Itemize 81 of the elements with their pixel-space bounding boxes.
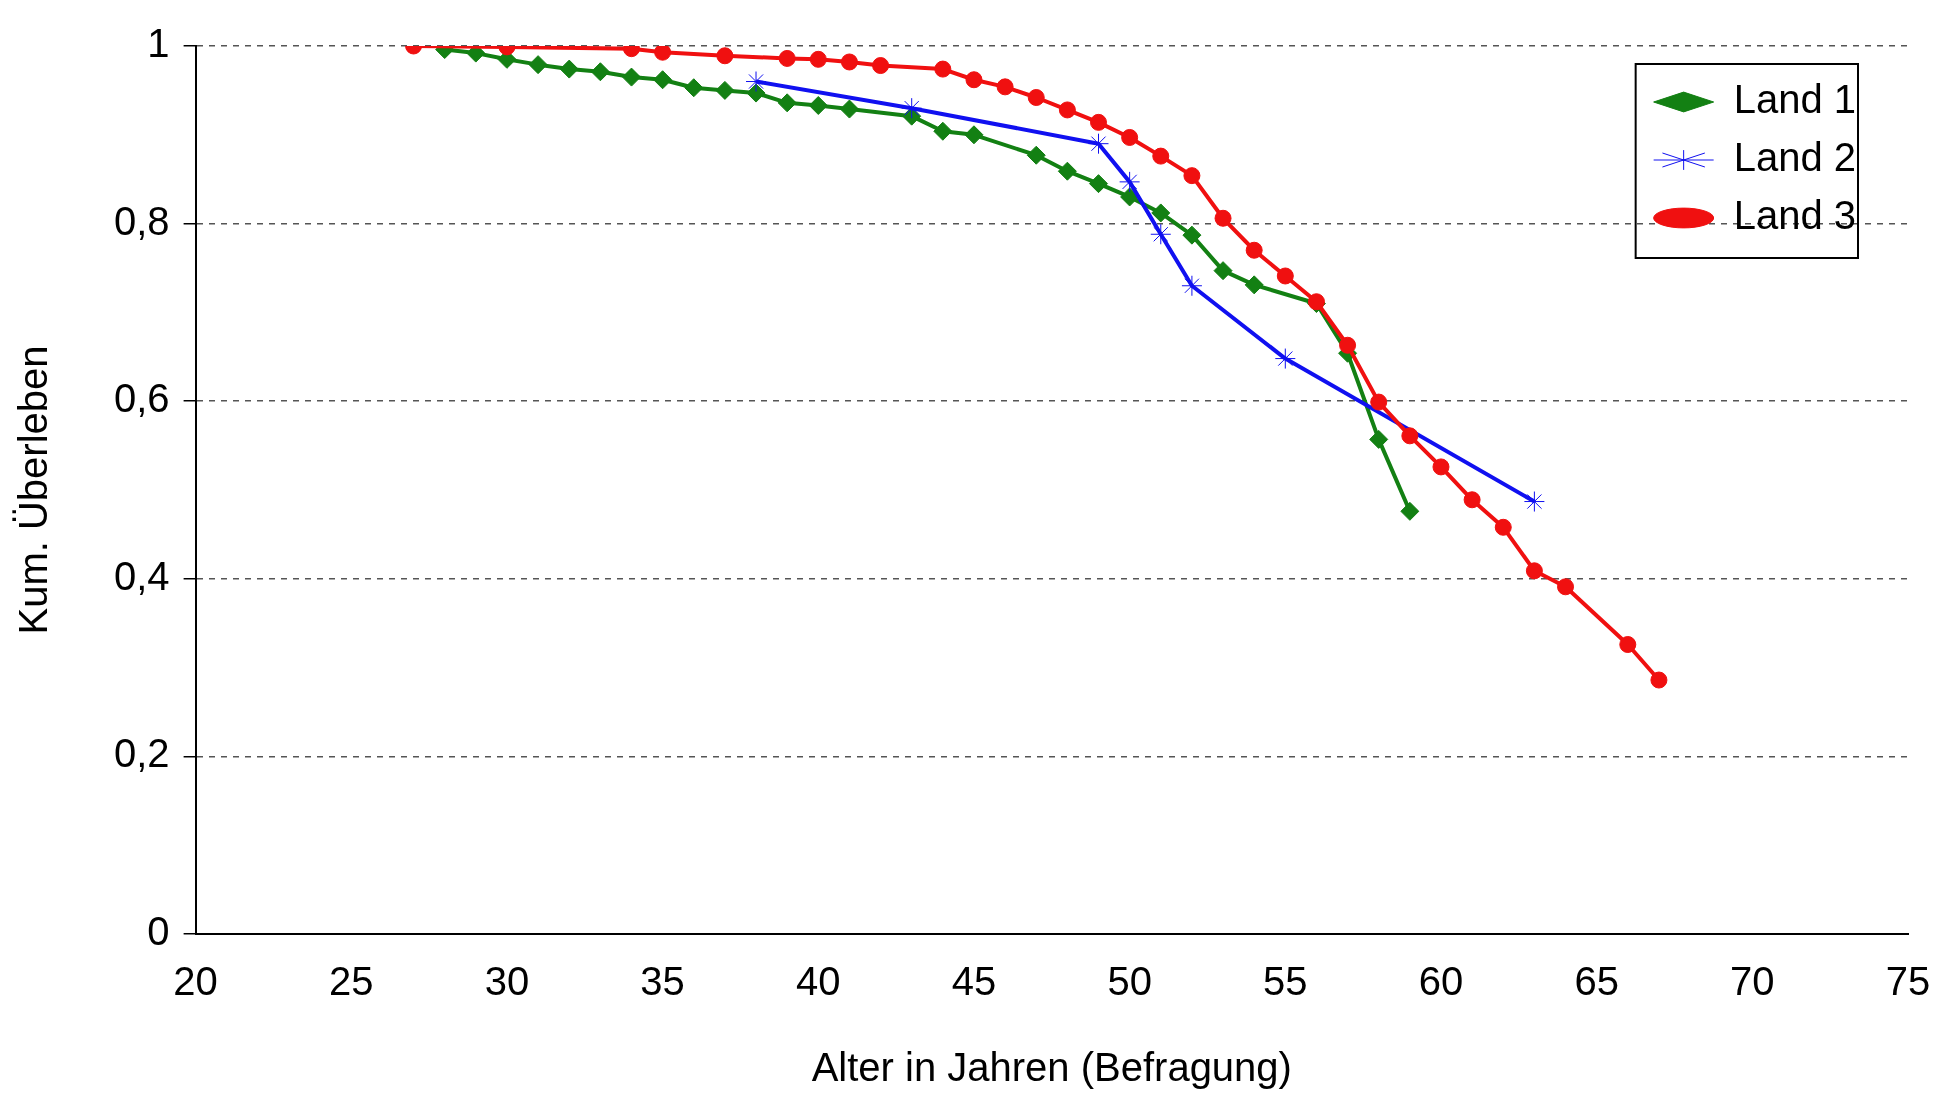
- point: [1650, 671, 1668, 689]
- point: [809, 50, 827, 68]
- x-tick-label: 20: [173, 959, 218, 1004]
- point: [1058, 101, 1076, 119]
- point: [1183, 167, 1201, 185]
- x-axis-title: Alter in Jahren (Befragung): [811, 1045, 1292, 1090]
- point: [1245, 241, 1263, 259]
- point: [1088, 133, 1109, 155]
- point: [590, 62, 610, 82]
- point: [715, 80, 735, 100]
- x-tick-label: 35: [640, 959, 685, 1004]
- x-tick-label: 50: [1107, 959, 1152, 1004]
- point: [654, 46, 672, 61]
- legend-label: Land 2: [1733, 135, 1856, 180]
- x-tick-label: 75: [1885, 959, 1931, 1004]
- point: [1181, 275, 1203, 297]
- point: [1182, 225, 1202, 245]
- point: [1213, 261, 1233, 281]
- point: [653, 70, 673, 90]
- point: [777, 93, 797, 113]
- point: [1525, 562, 1543, 580]
- point: [1150, 223, 1172, 245]
- x-tick-label: 65: [1574, 959, 1619, 1004]
- point: [1276, 267, 1294, 285]
- point: [1057, 161, 1077, 181]
- point: [1121, 128, 1139, 146]
- point: [1401, 427, 1419, 445]
- point: [965, 71, 983, 89]
- point: [1370, 393, 1388, 411]
- point: [996, 78, 1014, 96]
- y-tick-label: 0: [147, 909, 170, 954]
- point: [1152, 147, 1170, 165]
- point: [528, 55, 548, 75]
- x-tick-label: 40: [796, 959, 841, 1004]
- point: [778, 49, 796, 67]
- x-tick-label: 70: [1730, 959, 1775, 1004]
- point: [1494, 518, 1512, 536]
- y-tick-label: 0,8: [114, 198, 170, 243]
- point: [933, 121, 953, 141]
- legend-label: Land 1: [1733, 77, 1856, 122]
- point: [1274, 348, 1296, 370]
- point: [839, 99, 859, 119]
- point: [840, 53, 858, 71]
- point: [1119, 171, 1141, 193]
- point: [934, 60, 952, 78]
- point: [1026, 145, 1046, 165]
- point: [1151, 203, 1171, 223]
- point: [1463, 491, 1481, 509]
- point: [1432, 458, 1450, 476]
- y-tick-label: 0,2: [114, 731, 170, 776]
- point: [808, 96, 828, 115]
- x-tick-label: 30: [484, 959, 530, 1004]
- point: [1369, 429, 1389, 449]
- point: [621, 67, 641, 87]
- x-tick-label: 55: [1263, 959, 1308, 1004]
- point: [745, 71, 767, 93]
- point: [872, 57, 890, 75]
- point: [684, 78, 704, 98]
- y-tick-label: 0,4: [114, 553, 170, 598]
- point: [1214, 209, 1232, 227]
- point: [1557, 578, 1575, 596]
- point: [1120, 187, 1140, 207]
- point: [559, 59, 579, 79]
- point: [1244, 275, 1264, 295]
- x-tick-label: 45: [951, 959, 997, 1004]
- point: [1339, 336, 1357, 354]
- point: [1523, 491, 1545, 513]
- point: [716, 47, 734, 65]
- x-tick-label: 60: [1418, 959, 1464, 1004]
- point: [1090, 113, 1107, 131]
- x-tick-label: 25: [329, 959, 374, 1004]
- legend-label: Land 3: [1733, 193, 1856, 238]
- y-tick-label: 0,6: [114, 376, 170, 421]
- y-tick-label: 1: [147, 21, 170, 66]
- point: [964, 125, 984, 145]
- point: [901, 97, 923, 119]
- point: [1089, 174, 1108, 194]
- point: [1619, 636, 1637, 654]
- point: [1400, 501, 1420, 521]
- y-axis-title: Kum. Überleben: [11, 345, 56, 635]
- point: [1027, 89, 1045, 106]
